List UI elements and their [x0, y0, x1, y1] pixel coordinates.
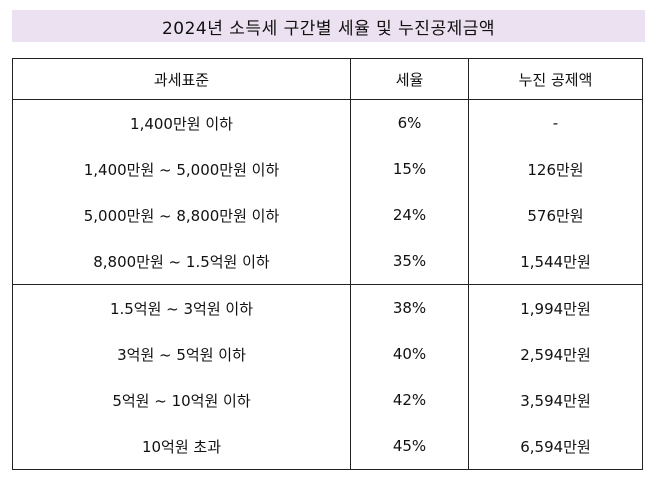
- cell-deduction: 2,594만원: [468, 331, 643, 377]
- page-title: 2024년 소득세 구간별 세율 및 누진공제금액: [12, 10, 645, 42]
- cell-tax-base: 5,000만원 ~ 8,800만원 이하: [12, 192, 351, 238]
- cell-tax-base: 8,800만원 ~ 1.5억원 이하: [12, 238, 351, 285]
- cell-tax-rate: 45%: [350, 423, 469, 470]
- tax-rate-table: 과세표준 세율 누진 공제액 1,400만원 이하 6% - 1,400만원 ~…: [12, 58, 643, 470]
- table-row: 5,000만원 ~ 8,800만원 이하 24% 576만원: [12, 192, 643, 238]
- table-row: 1.5억원 ~ 3억원 이하 38% 1,994만원: [12, 284, 643, 331]
- header-progressive-deduction: 누진 공제액: [468, 58, 643, 100]
- cell-tax-rate: 6%: [350, 99, 469, 146]
- cell-tax-rate: 42%: [350, 377, 469, 423]
- cell-deduction: 1,994만원: [468, 284, 643, 331]
- cell-deduction: -: [468, 99, 643, 146]
- table-header: 과세표준 세율 누진 공제액: [12, 58, 643, 100]
- cell-tax-rate: 15%: [350, 146, 469, 192]
- header-tax-rate: 세율: [350, 58, 469, 100]
- cell-tax-base: 10억원 초과: [12, 423, 351, 470]
- table-row: 5억원 ~ 10억원 이하 42% 3,594만원: [12, 377, 643, 423]
- cell-deduction: 1,544만원: [468, 238, 643, 285]
- table-row: 10억원 초과 45% 6,594만원: [12, 423, 643, 470]
- table-body: 1,400만원 이하 6% - 1,400만원 ~ 5,000만원 이하 15%…: [12, 99, 643, 470]
- header-tax-base: 과세표준: [12, 58, 351, 100]
- cell-tax-base: 5억원 ~ 10억원 이하: [12, 377, 351, 423]
- cell-deduction: 576만원: [468, 192, 643, 238]
- cell-tax-base: 1,400만원 ~ 5,000만원 이하: [12, 146, 351, 192]
- header-row: 과세표준 세율 누진 공제액: [12, 58, 643, 100]
- cell-tax-base: 1.5억원 ~ 3억원 이하: [12, 284, 351, 331]
- cell-tax-base: 1,400만원 이하: [12, 99, 351, 146]
- table-row: 3억원 ~ 5억원 이하 40% 2,594만원: [12, 331, 643, 377]
- cell-deduction: 126만원: [468, 146, 643, 192]
- cell-tax-rate: 24%: [350, 192, 469, 238]
- table-row: 1,400만원 ~ 5,000만원 이하 15% 126만원: [12, 146, 643, 192]
- cell-tax-rate: 35%: [350, 238, 469, 285]
- cell-tax-base: 3억원 ~ 5억원 이하: [12, 331, 351, 377]
- cell-tax-rate: 40%: [350, 331, 469, 377]
- table-row: 8,800만원 ~ 1.5억원 이하 35% 1,544만원: [12, 238, 643, 285]
- cell-deduction: 6,594만원: [468, 423, 643, 470]
- cell-deduction: 3,594만원: [468, 377, 643, 423]
- table-row: 1,400만원 이하 6% -: [12, 99, 643, 146]
- cell-tax-rate: 38%: [350, 284, 469, 331]
